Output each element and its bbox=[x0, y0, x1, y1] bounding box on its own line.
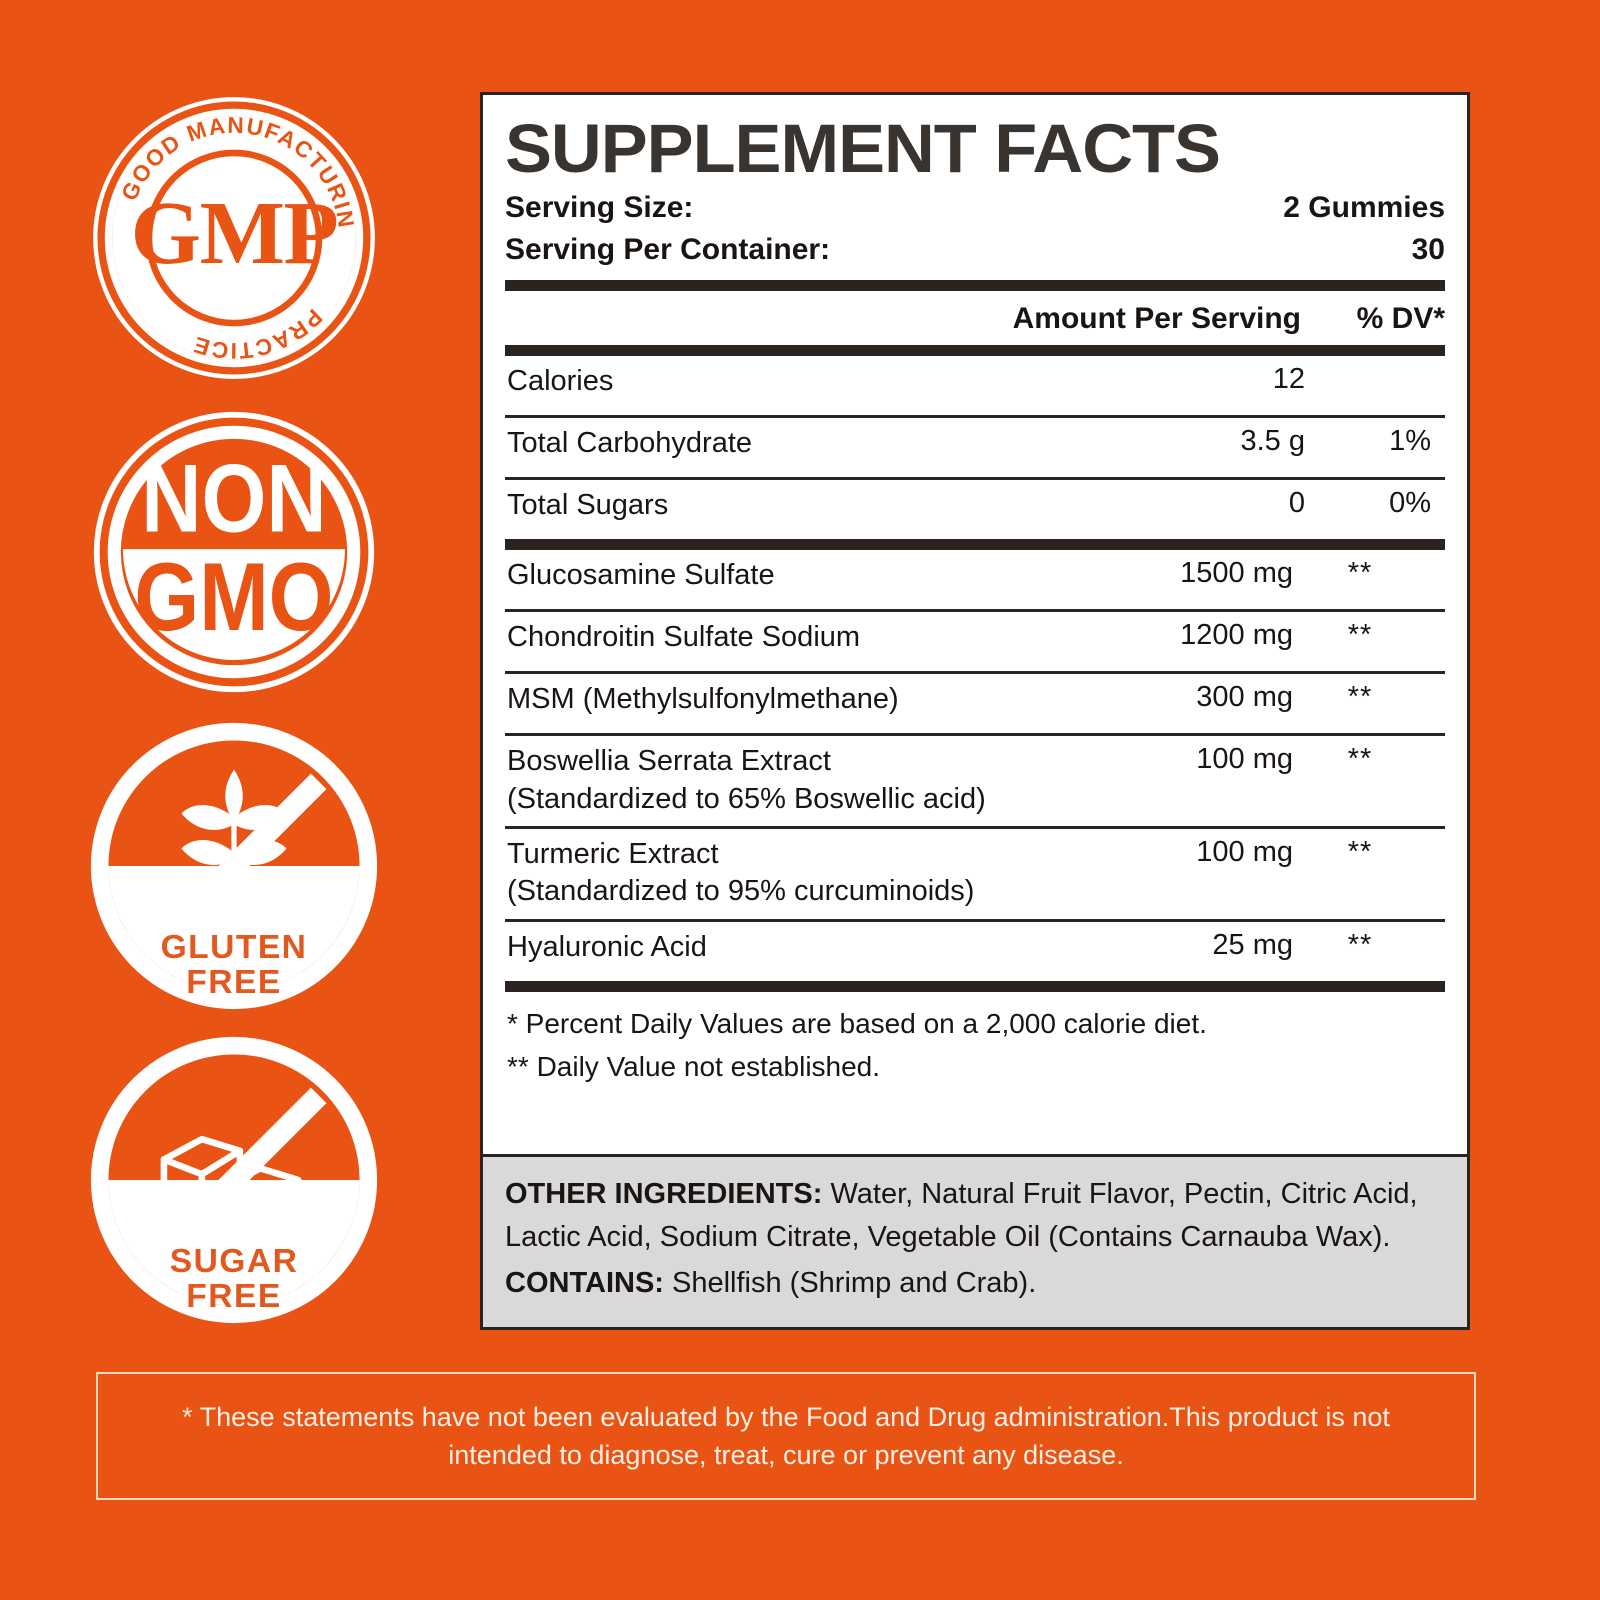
nutrient-name-group: Boswellia Serrata Extract (Standardized … bbox=[505, 743, 1043, 818]
other-ingredients-paragraph: OTHER INGREDIENTS: Water, Natural Fruit … bbox=[505, 1173, 1447, 1258]
nutrient-name: Total Carbohydrate bbox=[507, 426, 753, 459]
nutrient-amount: 100 mg bbox=[1196, 742, 1293, 775]
nutrient-dv: ** bbox=[1347, 680, 1373, 713]
gluten-free-badge: GLUTEN FREE bbox=[88, 720, 380, 1012]
svg-text:FREE: FREE bbox=[186, 1278, 281, 1315]
nutrient-amount: 1200 mg bbox=[1180, 618, 1293, 651]
svg-text:GLUTEN: GLUTEN bbox=[161, 929, 308, 966]
row-divider bbox=[505, 732, 1445, 736]
other-ingredients-label: OTHER INGREDIENTS: bbox=[505, 1178, 823, 1211]
nutrient-name: MSM (Methylsulfonylmethane) bbox=[507, 682, 899, 715]
fda-disclaimer-box: * These statements have not been evaluat… bbox=[96, 1372, 1476, 1500]
gmp-badge-icon: GOOD MANUFACTURING PRACTICE GMP bbox=[88, 92, 375, 379]
rule-below-serving bbox=[505, 279, 1445, 291]
svg-text:SUGAR: SUGAR bbox=[170, 1243, 299, 1280]
gmp-badge: GOOD MANUFACTURING PRACTICE GMP bbox=[88, 92, 380, 384]
nutrient-dv: ** bbox=[1347, 618, 1373, 651]
nutrient-dv: ** bbox=[1347, 835, 1373, 868]
row-divider bbox=[505, 825, 1445, 829]
nutrient-name: Chondroitin Sulfate Sodium bbox=[507, 620, 861, 653]
row-divider bbox=[505, 670, 1445, 674]
footnotes: * Percent Daily Values are based on a 2,… bbox=[505, 992, 1445, 1093]
other-ingredients-text: Water, Natural Fruit Flavor, Pectin, Cit… bbox=[505, 1178, 1418, 1253]
row-divider bbox=[505, 476, 1445, 480]
nutrient-name: Hyaluronic Acid bbox=[507, 930, 707, 963]
nutrient-dv: ** bbox=[1347, 928, 1373, 961]
nutrient-subtext: (Standardized to 95% curcuminoids) bbox=[507, 875, 975, 908]
nutrient-name-group: Turmeric Extract (Standardized to 95% cu… bbox=[505, 836, 1043, 911]
footnote-daily-values: * Percent Daily Values are based on a 2,… bbox=[507, 1007, 1207, 1039]
nutrient-dv: 0% bbox=[1389, 486, 1431, 519]
nutrient-amount: 100 mg bbox=[1196, 835, 1293, 868]
nutrient-name: Total Sugars bbox=[507, 488, 669, 521]
nutrient-amount: 25 mg bbox=[1212, 928, 1293, 961]
row-divider bbox=[505, 918, 1445, 922]
svg-text:GMO: GMO bbox=[134, 543, 333, 651]
table-column-headers: Amount Per Serving % DV* bbox=[505, 291, 1445, 345]
nutrient-amount: 1500 mg bbox=[1180, 556, 1293, 589]
svg-text:GMP: GMP bbox=[131, 182, 338, 283]
contains-paragraph: CONTAINS: Shellfish (Shrimp and Crab). bbox=[505, 1262, 1447, 1305]
supplement-facts-body: SUPPLEMENT FACTS Serving Size: 2 Gummies… bbox=[483, 113, 1467, 1092]
footnote-dv-not-established: ** Daily Value not established. bbox=[507, 1050, 881, 1082]
gluten-free-badge-icon: GLUTEN FREE bbox=[90, 722, 378, 1010]
nutrient-amount: 0 bbox=[1288, 486, 1305, 519]
percent-dv-header: % DV* bbox=[1356, 301, 1445, 335]
amount-per-serving-header: Amount Per Serving bbox=[1012, 301, 1301, 335]
svg-text:FREE: FREE bbox=[186, 964, 281, 1001]
nutrient-amount: 12 bbox=[1272, 362, 1305, 395]
certification-badge-column: GOOD MANUFACTURING PRACTICE GMP NON GMO bbox=[88, 92, 388, 1348]
non-gmo-badge-icon: NON GMO bbox=[93, 411, 375, 693]
table-row: Turmeric Extract (Standardized to 95% cu… bbox=[505, 829, 1445, 919]
nutrient-dv: ** bbox=[1347, 556, 1373, 589]
fda-disclaimer-text: * These statements have not been evaluat… bbox=[182, 1401, 1390, 1470]
serving-size-value: 2 Gummies bbox=[1283, 190, 1445, 224]
nutrient-dv: ** bbox=[1347, 742, 1373, 775]
rule-below-headers bbox=[505, 344, 1445, 356]
rule-below-table bbox=[505, 980, 1445, 992]
table-row: Boswellia Serrata Extract (Standardized … bbox=[505, 736, 1445, 826]
serving-size-row: Serving Size: 2 Gummies bbox=[505, 187, 1445, 230]
table-row: Calories 12 bbox=[505, 356, 1445, 415]
servings-per-container-label: Serving Per Container: bbox=[505, 233, 831, 267]
table-row: Glucosamine Sulfate 1500 mg ** bbox=[505, 550, 1445, 609]
table-row: Chondroitin Sulfate Sodium 1200 mg ** bbox=[505, 612, 1445, 671]
row-divider bbox=[505, 414, 1445, 418]
nutrient-name: Turmeric Extract bbox=[507, 837, 719, 870]
nutrient-subtext: (Standardized to 65% Boswellic acid) bbox=[507, 782, 986, 815]
nutrient-amount: 300 mg bbox=[1196, 680, 1293, 713]
contains-text: Shellfish (Shrimp and Crab). bbox=[663, 1267, 1037, 1300]
other-ingredients-section: OTHER INGREDIENTS: Water, Natural Fruit … bbox=[483, 1154, 1467, 1327]
contains-label: CONTAINS: bbox=[505, 1267, 664, 1300]
supplement-facts-panel: SUPPLEMENT FACTS Serving Size: 2 Gummies… bbox=[480, 92, 1470, 1330]
servings-per-container-value: 30 bbox=[1411, 233, 1445, 267]
table-row: Hyaluronic Acid 25 mg ** bbox=[505, 922, 1445, 981]
sugar-free-badge-icon: SUGAR FREE bbox=[90, 1036, 378, 1324]
sugar-free-badge: SUGAR FREE bbox=[88, 1034, 380, 1326]
nutrient-name: Boswellia Serrata Extract bbox=[507, 744, 831, 777]
serving-size-label: Serving Size: bbox=[505, 190, 694, 224]
table-row: Total Sugars 0 0% bbox=[505, 480, 1445, 539]
rule-below-sugars bbox=[505, 538, 1445, 550]
supplement-facts-title: SUPPLEMENT FACTS bbox=[505, 110, 1221, 187]
non-gmo-badge: NON GMO bbox=[88, 406, 380, 698]
svg-text:NON: NON bbox=[141, 445, 326, 553]
nutrient-dv: 1% bbox=[1389, 424, 1431, 457]
nutrient-name: Calories bbox=[507, 364, 614, 397]
nutrient-amount: 3.5 g bbox=[1240, 424, 1306, 457]
table-row: MSM (Methylsulfonylmethane) 300 mg ** bbox=[505, 674, 1445, 733]
nutrient-name: Glucosamine Sulfate bbox=[507, 558, 775, 591]
servings-per-container-row: Serving Per Container: 30 bbox=[505, 229, 1445, 272]
table-row: Total Carbohydrate 3.5 g 1% bbox=[505, 418, 1445, 477]
row-divider bbox=[505, 608, 1445, 612]
